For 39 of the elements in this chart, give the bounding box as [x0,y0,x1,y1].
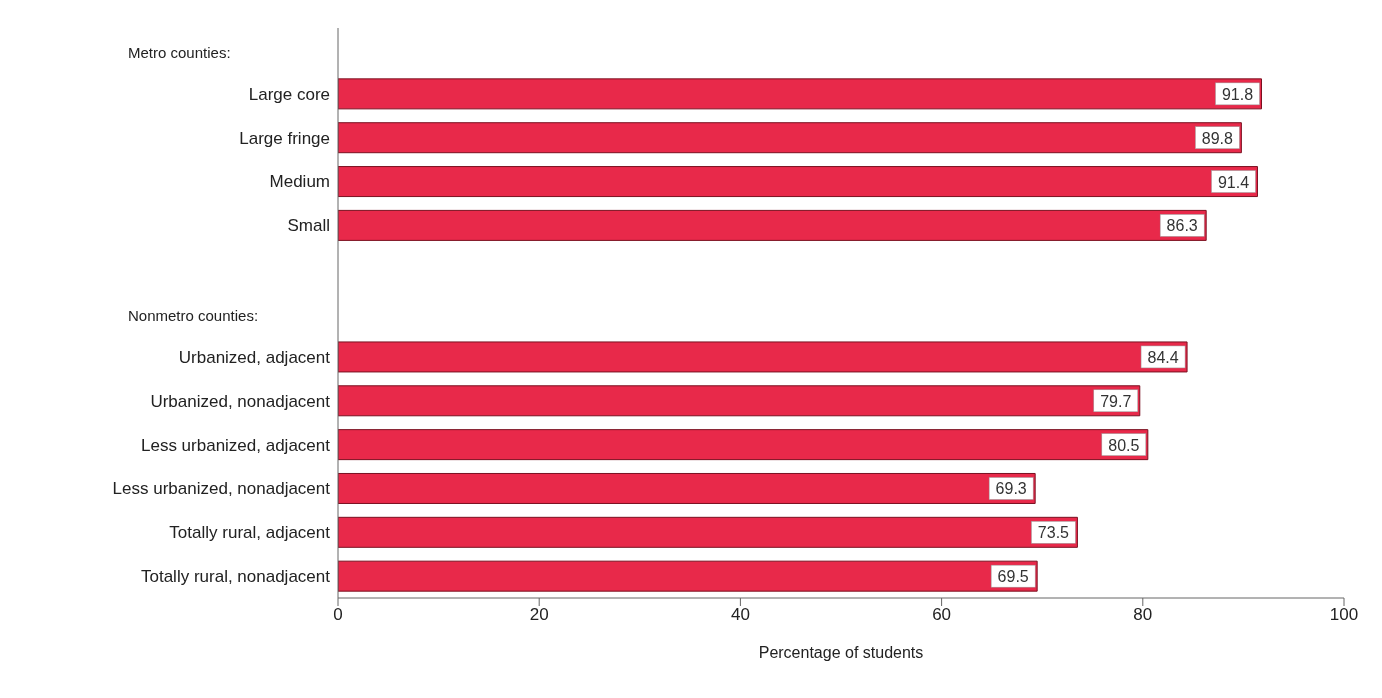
data-label: 84.4 [1147,348,1179,366]
text: Nonmetro counties: [128,307,259,324]
bar [338,429,1149,461]
bar [338,385,1141,417]
x-tick-label: 80 [1133,605,1153,625]
data-label: 91.4 [1217,173,1250,191]
text: Metro counties: [128,43,231,61]
data-label: 86.3 [1166,217,1198,235]
x-tick-label: 60 [932,605,952,625]
y-tick-label: Large fringe [239,128,330,148]
data-label: 79.7 [1100,392,1132,410]
data-label: 69.3 [995,480,1027,498]
bar [338,472,1036,504]
y-tick-label: Urbanized, nonadjacent [150,391,331,411]
y-tick-label: Small [287,216,330,236]
y-tick-label: Medium [269,172,330,192]
y-tick-label: Totally rural, adjacent [169,523,331,543]
bar [338,122,1242,154]
bar [338,78,1263,110]
x-tick-label: 40 [730,605,750,625]
x-tick-label: 0 [333,605,343,625]
x-tick-label: 20 [529,605,549,625]
data-label: 89.8 [1201,129,1234,147]
bar [338,166,1258,198]
bar [338,341,1188,373]
bar [338,209,1207,241]
y-tick-label: Large core [248,84,330,104]
x-axis-title: Percentage of students [758,644,924,661]
y-tick-label: Urbanized, adjacent [178,347,331,367]
x-tick-label: 100 [1329,605,1359,625]
data-label: 69.5 [997,568,1029,586]
data-label: 91.8 [1221,85,1254,103]
y-tick-label: Less urbanized, adjacent [140,435,331,455]
y-tick-label: Less urbanized, nonadjacent [112,479,331,499]
bar [338,516,1078,548]
y-tick-label: Totally rural, nonadjacent [140,567,331,587]
data-label: 80.5 [1108,436,1140,454]
data-label: 73.5 [1037,524,1070,542]
bar [338,560,1038,592]
